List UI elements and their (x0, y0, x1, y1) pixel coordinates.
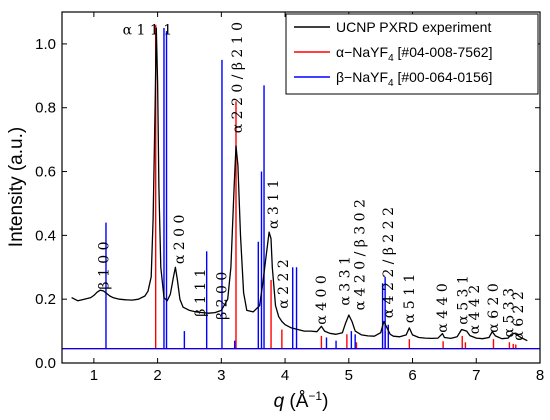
x-tick-label: 7 (472, 367, 480, 384)
y-tick-label: 0.6 (35, 164, 56, 181)
x-tick-label: 8 (536, 367, 544, 384)
x-tick-label: 5 (345, 367, 353, 384)
peak-label: α 3 3 1 (338, 256, 354, 306)
y-tick-label: 0.2 (35, 291, 56, 308)
peak-label: α 3 1 1 (266, 179, 282, 229)
y-tick-label: 1.0 (35, 36, 56, 53)
peak-label: β 2 0 0 (215, 272, 231, 320)
peak-annotations: β 1 0 0 α 1 1 1 α 2 0 0 β 1 1 1 β 2 0 0 α 2 2… (97, 22, 527, 341)
y-tick-label: 0.4 (35, 227, 56, 244)
legend-label-experiment: UCNP PXRD experiment (336, 19, 491, 35)
peak-label: α 2 0 0 (172, 215, 188, 265)
experiment-curve (71, 27, 528, 342)
peak-label: α 2 2 2 (276, 259, 292, 309)
y-axis-title: Intensity (a.u.) (6, 127, 27, 247)
plot-frame (61, 11, 541, 364)
peak-label: α 4 2 2 / β 2 2 2 (381, 207, 397, 318)
peak-label: α 2 2 0 / β 2 1 0 (230, 22, 246, 133)
y-tick-label: 0.0 (35, 355, 56, 372)
legend: UCNP PXRD experiment α−NaYF4 [#04-008-75… (285, 13, 539, 95)
y-tick-label: 0.8 (35, 100, 56, 117)
peak-label: α 4 0 0 (314, 275, 330, 325)
peak-label: α 4 2 0 / β 3 0 2 (352, 199, 368, 310)
peak-label: α 1 1 1 (123, 22, 173, 38)
x-tick-label: 3 (217, 367, 225, 384)
x-axis-title: q (Å−1) (274, 389, 329, 412)
x-tick-label: 1 (90, 367, 98, 384)
x-tick-label: 6 (408, 367, 416, 384)
peak-label: α 4 4 0 (435, 283, 451, 333)
peak-label: β 1 1 1 (193, 269, 209, 317)
peak-label: α 6 2 2 (511, 291, 527, 341)
axis-ticks: 1 2 3 4 5 6 7 8 0.0 0.2 0.4 0.6 0.8 1.0 (35, 12, 544, 384)
peak-label: α 4 4 2 (467, 285, 483, 335)
peak-label: α 5 3 1 (456, 275, 472, 325)
peak-label: α 5 3 3 (501, 288, 517, 338)
legend-label-alpha: α−NaYF4 [#04-008-7562] (336, 44, 492, 64)
plot-area (62, 24, 540, 350)
peak-label: β 1 0 0 (97, 241, 113, 289)
legend-label-beta: β−NaYF4 [#00-064-0156] (336, 69, 492, 89)
x-tick-label: 2 (153, 367, 161, 384)
peak-label: α 6 2 0 (486, 283, 502, 333)
x-tick-label: 4 (281, 367, 289, 384)
peak-label: α 5 1 1 (402, 274, 418, 324)
